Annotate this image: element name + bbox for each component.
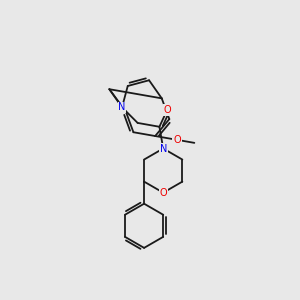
Text: N: N [118, 102, 126, 112]
Text: N: N [160, 143, 167, 154]
Text: O: O [164, 105, 171, 115]
Text: O: O [159, 188, 167, 198]
Text: O: O [173, 135, 181, 145]
